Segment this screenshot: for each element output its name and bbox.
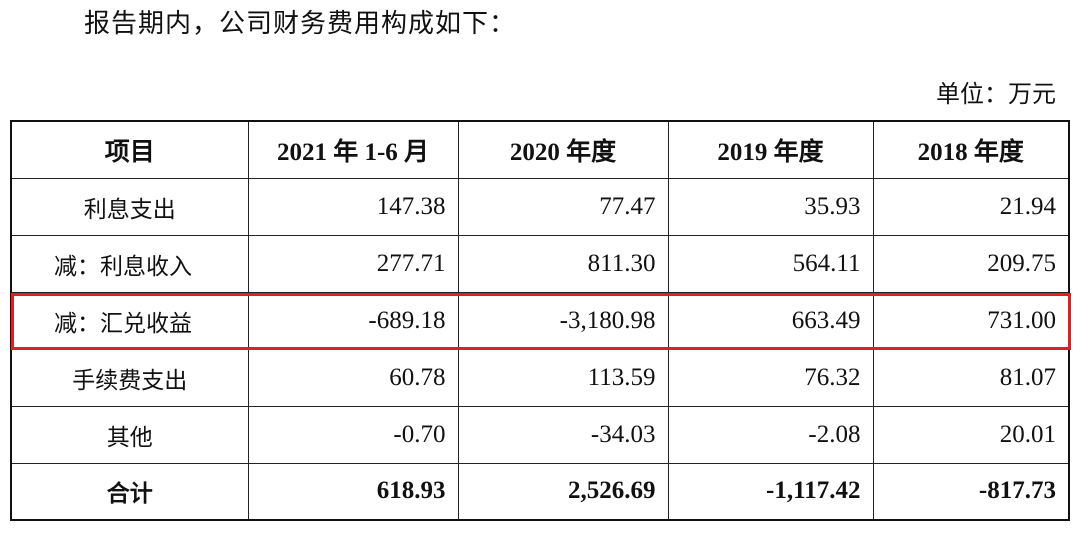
row-label: 利息支出 (10, 177, 249, 236)
row-label: 合计 (10, 462, 249, 521)
cell-value: 147.38 (247, 177, 459, 236)
table-row-other: 其他 -0.70 -34.03 -2.08 20.01 (10, 405, 1070, 464)
cell-value: 35.93 (667, 177, 874, 236)
finance-expense-table: 项目 2021 年 1-6 月 2020 年度 2019 年度 2018 年度 … (10, 120, 1070, 521)
header-item: 项目 (10, 120, 249, 179)
cell-value: -689.18 (247, 291, 459, 350)
table-header-row: 项目 2021 年 1-6 月 2020 年度 2019 年度 2018 年度 (10, 120, 1070, 179)
cell-value: -0.70 (247, 405, 459, 464)
cell-value: -1,117.42 (667, 462, 874, 521)
cell-value: 209.75 (872, 234, 1070, 293)
cell-value: -3,180.98 (457, 291, 669, 350)
cell-value: 618.93 (247, 462, 459, 521)
cell-value: 811.30 (457, 234, 669, 293)
cell-value: 60.78 (247, 348, 459, 407)
row-label: 减：汇兑收益 (10, 291, 249, 350)
row-label: 其他 (10, 405, 249, 464)
header-2021h1: 2021 年 1-6 月 (247, 120, 459, 179)
header-2020: 2020 年度 (457, 120, 669, 179)
table-row-fx-gain: 减：汇兑收益 -689.18 -3,180.98 663.49 731.00 (10, 291, 1070, 350)
cell-value: -34.03 (457, 405, 669, 464)
header-2018: 2018 年度 (872, 120, 1070, 179)
cell-value: 81.07 (872, 348, 1070, 407)
cell-value: 21.94 (872, 177, 1070, 236)
row-label: 减：利息收入 (10, 234, 249, 293)
cell-value: 277.71 (247, 234, 459, 293)
cell-value: 731.00 (872, 291, 1070, 350)
row-label: 手续费支出 (10, 348, 249, 407)
cell-value: 20.01 (872, 405, 1070, 464)
table-row-interest-expense: 利息支出 147.38 77.47 35.93 21.94 (10, 177, 1070, 236)
cell-value: -2.08 (667, 405, 874, 464)
table-row-total: 合计 618.93 2,526.69 -1,117.42 -817.73 (10, 462, 1070, 521)
header-2019: 2019 年度 (667, 120, 874, 179)
cell-value: 564.11 (667, 234, 874, 293)
cell-value: 2,526.69 (457, 462, 669, 521)
intro-text: 报告期内，公司财务费用构成如下： (84, 9, 517, 39)
unit-label: 单位：万元 (936, 80, 1056, 108)
cell-value: -817.73 (872, 462, 1070, 521)
table-row-interest-income: 减：利息收入 277.71 811.30 564.11 209.75 (10, 234, 1070, 293)
cell-value: 113.59 (457, 348, 669, 407)
cell-value: 77.47 (457, 177, 669, 236)
cell-value: 663.49 (667, 291, 874, 350)
cell-value: 76.32 (667, 348, 874, 407)
table-row-fee-expense: 手续费支出 60.78 113.59 76.32 81.07 (10, 348, 1070, 407)
